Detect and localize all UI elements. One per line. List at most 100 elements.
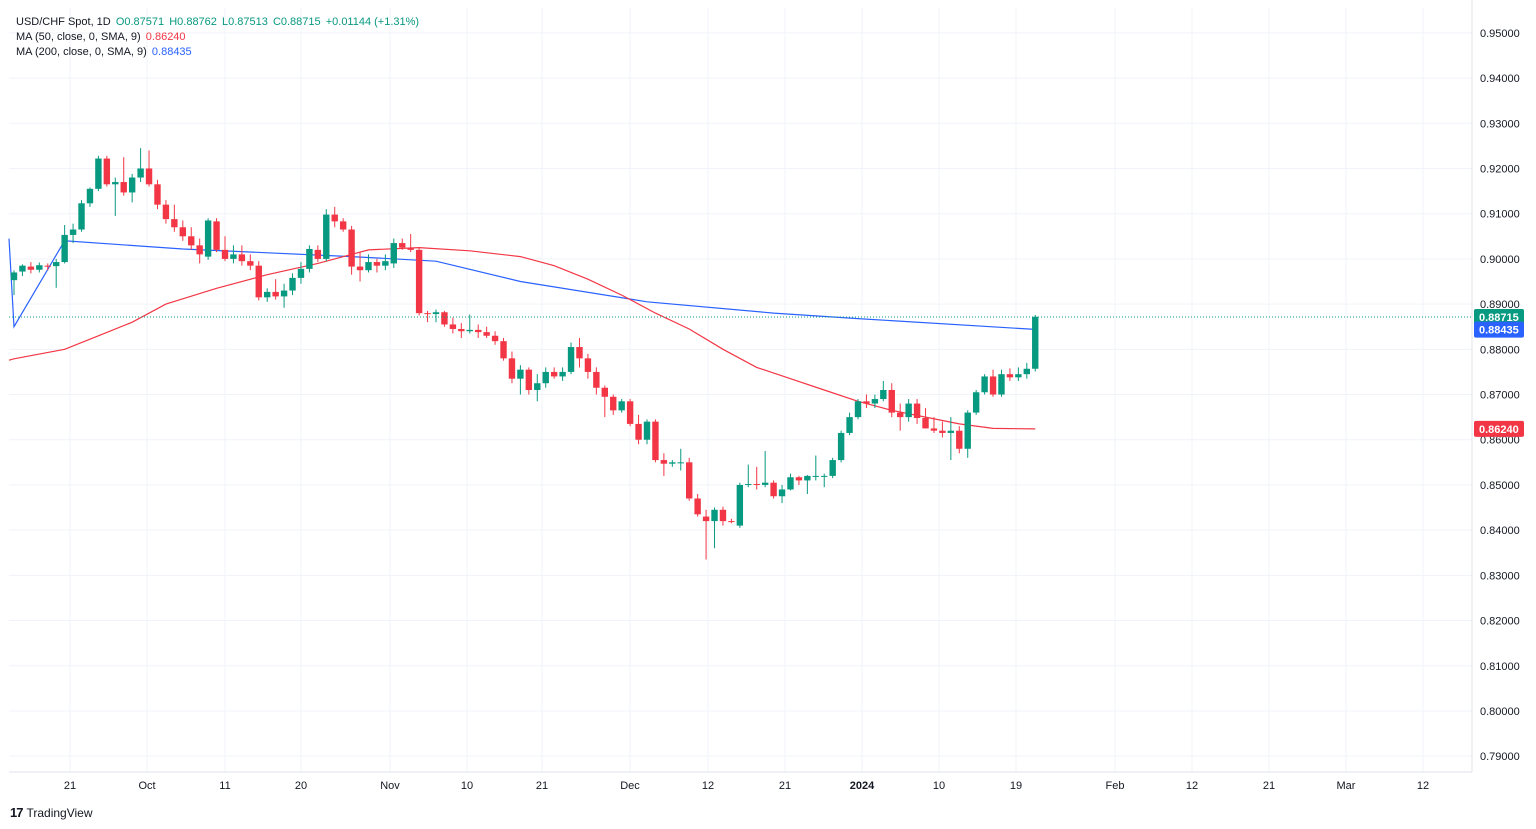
ma50-row[interactable]: MA (50, close, 0, SMA, 9) 0.86240 [16,30,421,45]
candle[interactable] [280,283,288,308]
candle[interactable] [1032,314,1039,372]
candle[interactable] [247,254,254,271]
candle[interactable] [846,412,853,436]
candle[interactable] [137,148,144,183]
candle[interactable] [761,451,769,488]
candle[interactable] [601,385,608,418]
candle[interactable] [120,157,127,196]
candle[interactable] [677,448,684,471]
candle[interactable] [103,155,111,187]
candle[interactable] [458,323,465,339]
candle[interactable] [204,218,212,260]
candle[interactable] [483,326,490,339]
candle[interactable] [500,338,507,361]
price-axis[interactable]: 0.95000 0.94000 0.93000 0.92000 0.91000 0.900… [1474,28,1524,763]
candle[interactable] [27,262,35,274]
candle[interactable] [559,367,566,381]
candle[interactable] [972,390,980,415]
candle[interactable] [365,254,372,273]
candle[interactable] [264,288,271,302]
candle[interactable] [626,399,634,427]
candle[interactable] [745,464,752,488]
candle[interactable] [736,482,744,528]
candle[interactable] [812,455,819,481]
candle[interactable] [399,238,406,250]
candle[interactable] [44,263,51,271]
candle[interactable] [550,367,558,379]
candle[interactable] [567,342,575,375]
candle[interactable] [508,351,516,384]
candle[interactable] [897,403,904,431]
candle[interactable] [542,367,549,388]
candle[interactable] [517,365,524,395]
candle[interactable] [829,457,836,479]
candle[interactable] [154,179,161,210]
candle[interactable] [86,187,94,207]
candle[interactable] [424,310,431,323]
candle[interactable] [213,218,220,253]
candle[interactable] [719,506,727,526]
candle[interactable] [913,399,921,424]
candle[interactable] [837,430,845,463]
candle[interactable] [989,369,997,397]
candle[interactable] [323,209,330,262]
candle[interactable] [289,273,296,296]
candle[interactable] [584,353,592,379]
candle[interactable] [854,399,862,420]
candle[interactable] [128,173,136,203]
candle[interactable] [643,419,651,445]
candle[interactable] [728,518,735,524]
candle[interactable] [593,367,600,395]
candle[interactable] [441,310,448,327]
candle[interactable] [770,480,777,499]
candle[interactable] [69,223,77,244]
candle[interactable] [1015,367,1022,381]
candle[interactable] [53,258,60,288]
candle[interactable] [314,245,322,263]
candle[interactable] [230,245,237,264]
candle[interactable] [449,317,457,334]
candle[interactable] [272,279,279,300]
candle[interactable] [956,426,963,454]
candle[interactable] [939,421,946,438]
candle[interactable] [475,324,482,339]
candle[interactable] [652,419,659,463]
candles-group[interactable] [10,148,1039,560]
candle[interactable] [36,262,43,273]
candle[interactable] [306,245,313,273]
candle[interactable] [635,414,642,445]
candle[interactable] [339,218,347,232]
candle[interactable] [871,394,879,409]
candle[interactable] [880,380,887,402]
candle[interactable] [1023,362,1030,379]
candle[interactable] [373,258,381,273]
candle[interactable] [112,177,119,216]
candle[interactable] [863,394,870,409]
candle[interactable] [1006,368,1014,381]
candle[interactable] [905,399,912,422]
candle[interactable] [466,314,473,334]
candle[interactable] [795,475,803,485]
candle[interactable] [753,466,760,490]
candle[interactable] [525,367,533,395]
candle[interactable] [78,200,85,232]
candle[interactable] [179,220,186,241]
candle[interactable] [787,473,794,491]
candle[interactable] [491,331,499,345]
candle[interactable] [407,234,414,253]
candle[interactable] [432,309,440,323]
candle[interactable] [297,262,305,284]
candle[interactable] [947,417,955,461]
candle[interactable] [888,383,895,418]
candle[interactable] [356,252,364,282]
time-axis[interactable]: 21 Oct 11 20 Nov 10 21 Dec 12 21 2024 10 19 Feb 12 21 Ma… [64,780,1429,792]
candle[interactable] [669,460,676,467]
candle[interactable] [778,484,786,504]
candle[interactable] [145,150,153,187]
candle[interactable] [930,417,938,433]
candle[interactable] [686,457,693,501]
candle[interactable] [711,507,718,549]
candle[interactable] [238,245,246,266]
candle[interactable] [382,254,389,271]
